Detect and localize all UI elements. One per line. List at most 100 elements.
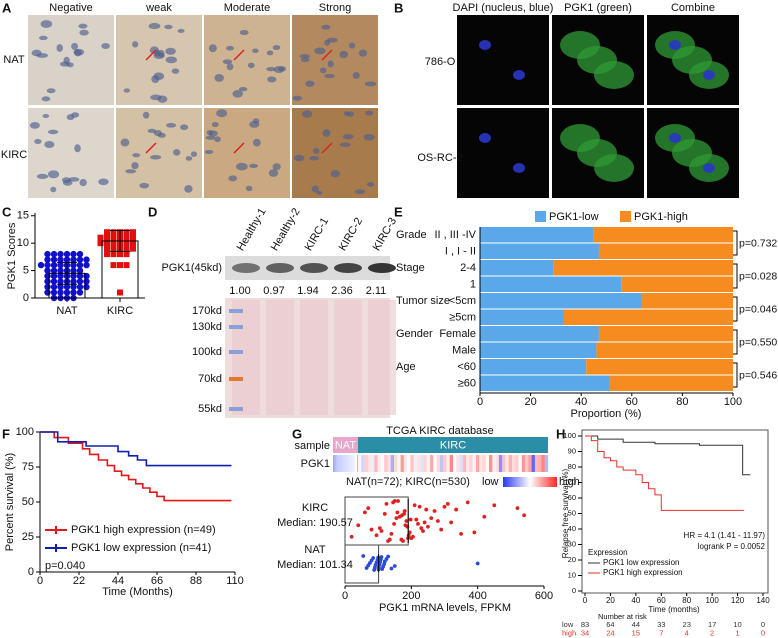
p-value: p=0.046	[739, 303, 777, 315]
point	[70, 289, 77, 296]
row-label: 786-O	[425, 56, 456, 68]
bracket	[733, 230, 738, 256]
risk-count: 0	[761, 628, 765, 637]
point	[408, 517, 413, 522]
tick-label: 20	[568, 555, 576, 564]
panel-letter: A	[2, 0, 12, 15]
nucleus	[366, 182, 375, 187]
heat-stripe	[420, 455, 424, 472]
p-value: p=0.732	[739, 237, 777, 249]
nucleus	[272, 45, 281, 51]
heat-stripe	[502, 455, 506, 472]
tick-label: 100	[16, 426, 34, 438]
bracket	[733, 362, 738, 388]
heat-stripe	[459, 455, 464, 472]
nucleus	[180, 124, 189, 131]
nucleus	[321, 24, 331, 30]
arrow	[233, 49, 245, 61]
nucleus	[71, 42, 79, 50]
point	[392, 499, 397, 503]
bar-segment	[553, 260, 733, 276]
point	[407, 530, 412, 535]
ladder-band	[229, 325, 243, 329]
heat-stripe	[492, 455, 496, 472]
point	[104, 234, 110, 241]
marker-label: 130kd	[192, 321, 222, 333]
nucleus	[294, 154, 305, 162]
nucleus	[177, 28, 185, 33]
nucleus	[153, 52, 165, 59]
ladder-band	[229, 350, 243, 354]
x-axis-title: PGK1 mRNA levels, FPKM	[379, 602, 511, 614]
heat-stripe	[358, 455, 362, 472]
point	[76, 283, 84, 291]
point	[44, 250, 51, 258]
point	[76, 272, 84, 280]
nucleus	[123, 88, 131, 93]
point	[50, 272, 58, 280]
ihc-image	[204, 108, 290, 198]
point	[50, 267, 58, 274]
point	[70, 267, 77, 274]
ponceau-lane	[232, 300, 260, 415]
survival-curve	[585, 435, 751, 476]
point	[384, 501, 389, 506]
risk-count: 24	[606, 628, 614, 637]
column-header: DAPI (nucleus, blue)	[453, 2, 554, 14]
lane-label: Healthy-1	[235, 206, 269, 253]
nucleus	[266, 67, 276, 72]
heat-stripe	[410, 455, 414, 472]
point	[445, 501, 450, 506]
point	[44, 272, 51, 280]
point	[392, 564, 397, 568]
point	[123, 240, 130, 247]
point	[402, 511, 406, 516]
point	[361, 554, 366, 558]
tick-label: 100	[724, 396, 742, 408]
bar-segment	[480, 243, 599, 259]
nucleus	[131, 162, 139, 170]
point	[44, 261, 51, 269]
risk-row-label: high	[562, 628, 576, 637]
point	[421, 529, 425, 533]
tick-label: I , I - II	[445, 246, 476, 258]
heat-stripe	[342, 455, 344, 472]
nucleus	[327, 60, 334, 68]
tick-label: 10	[17, 237, 29, 249]
point	[374, 533, 379, 538]
lane-label: KIRC-3	[371, 216, 399, 253]
risk-count: 15	[632, 628, 640, 637]
bracket	[733, 296, 738, 322]
tick-label: 200	[402, 590, 420, 602]
heat-stripe	[357, 455, 359, 472]
point	[522, 513, 526, 518]
median-box	[344, 496, 409, 546]
nucleus	[235, 162, 248, 171]
heat-stripe	[340, 455, 342, 472]
point	[439, 527, 444, 532]
median-label: Median: 101.34	[277, 559, 353, 571]
point	[83, 278, 90, 285]
nucleus	[165, 56, 178, 64]
nucleus	[62, 179, 73, 186]
nucleus	[46, 88, 56, 94]
heat-stripe	[403, 455, 408, 472]
nucleus	[185, 156, 193, 161]
point	[83, 261, 90, 269]
point	[44, 267, 51, 274]
point	[349, 534, 354, 539]
blot-band	[334, 263, 362, 273]
point	[110, 251, 117, 258]
point	[475, 561, 480, 566]
heat-stripe	[345, 455, 348, 472]
sample-band	[358, 437, 548, 453]
scale-low: low	[482, 476, 499, 488]
point	[123, 251, 130, 258]
nucleus	[184, 184, 193, 193]
arrow	[145, 49, 157, 61]
risk-count: 44	[632, 620, 640, 629]
point	[409, 536, 414, 541]
heat-stripe	[439, 455, 444, 472]
nucleus	[339, 142, 351, 147]
nucleus	[365, 110, 374, 116]
